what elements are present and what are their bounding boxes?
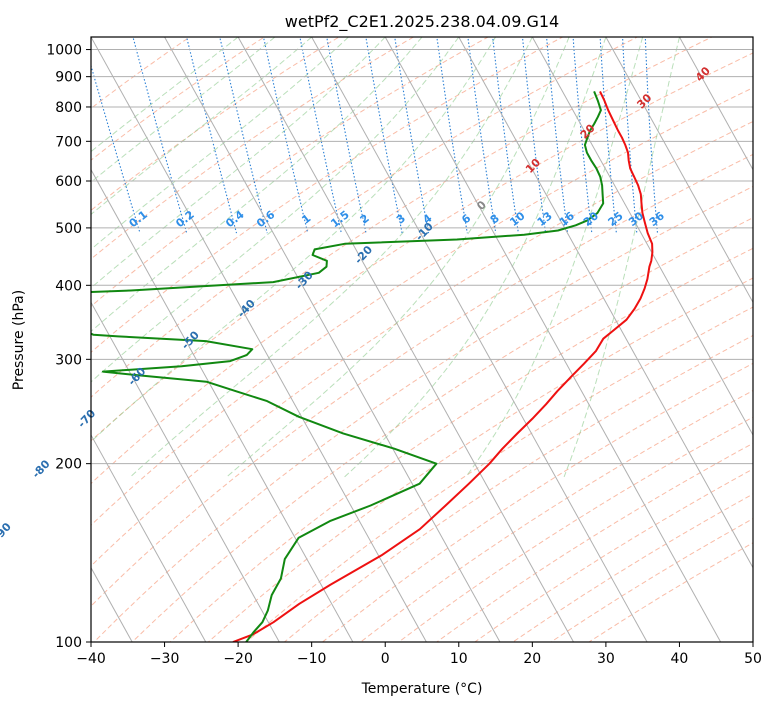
x-tick-label: 0 bbox=[381, 651, 390, 667]
series-lines bbox=[91, 90, 654, 642]
isotherm-line bbox=[237, 37, 574, 642]
plot-frame bbox=[90, 36, 754, 643]
series-dew-point bbox=[91, 91, 605, 642]
y-tick-label: 1000 bbox=[46, 43, 82, 59]
chart-title: wetPf2_C2E1.2025.238.04.09.G14 bbox=[285, 12, 559, 32]
moist-adiabat bbox=[91, 37, 276, 183]
moist-adiabat bbox=[465, 37, 644, 478]
isotherm-line bbox=[311, 37, 648, 642]
y-tick-label: 800 bbox=[55, 100, 82, 116]
y-tick-label: 700 bbox=[55, 134, 82, 150]
series-temperature bbox=[232, 90, 654, 642]
moist-adiabat bbox=[91, 37, 349, 250]
isobar-grid bbox=[91, 49, 753, 642]
dry-adiabat bbox=[322, 362, 753, 642]
isotherm-line bbox=[679, 37, 753, 171]
dry-adiabat bbox=[246, 306, 753, 642]
x-axis: −40 −30 −20 −10 0 10 20 30 40 50 bbox=[76, 642, 762, 667]
isotherm-line bbox=[605, 37, 753, 304]
moist-adiabat bbox=[91, 37, 497, 443]
moist-adiabat bbox=[91, 37, 386, 289]
x-axis-title: Temperature (°C) bbox=[361, 681, 483, 697]
dry-adiabat bbox=[93, 185, 753, 642]
isotherm-line bbox=[91, 37, 427, 642]
y-tick-label: 200 bbox=[55, 457, 82, 473]
isotherm-line bbox=[384, 37, 722, 642]
y-tick-label: 400 bbox=[55, 278, 82, 294]
y-tick-label: 900 bbox=[55, 70, 82, 86]
moist-adiabats bbox=[91, 37, 680, 478]
moist-adiabat bbox=[344, 37, 607, 478]
x-tick-label: 20 bbox=[523, 651, 541, 667]
y-axis-title: Pressure (hPa) bbox=[11, 290, 27, 390]
dry-adiabat bbox=[91, 37, 639, 398]
x-tick-label: 40 bbox=[670, 651, 688, 667]
plot-area bbox=[91, 37, 753, 642]
moist-adiabat bbox=[563, 37, 680, 478]
y-tick-label: 500 bbox=[55, 221, 82, 237]
x-tick-label: 10 bbox=[450, 651, 468, 667]
x-tick-label: 30 bbox=[597, 651, 615, 667]
dry-adiabat bbox=[91, 37, 191, 109]
isotherm-line bbox=[91, 301, 280, 642]
isotherm-line bbox=[91, 433, 207, 642]
isotherm-line bbox=[458, 37, 753, 569]
y-tick-label: 300 bbox=[55, 352, 82, 368]
moist-adiabat bbox=[91, 37, 423, 333]
moist-adiabat bbox=[91, 37, 313, 215]
y-axis: 100 200 300 400 500 600 700 800 900 1000 bbox=[46, 43, 91, 651]
dry-adiabat bbox=[131, 217, 753, 642]
isotherm-line bbox=[164, 37, 501, 642]
x-tick-label: −20 bbox=[223, 651, 253, 667]
x-tick-label: −30 bbox=[150, 651, 180, 667]
x-tick-label: −40 bbox=[76, 651, 106, 667]
moist-adiabat bbox=[91, 37, 460, 383]
x-tick-label: −10 bbox=[297, 651, 327, 667]
x-tick-label: 50 bbox=[744, 651, 762, 667]
y-tick-label: 100 bbox=[55, 635, 82, 651]
y-tick-label: 600 bbox=[55, 174, 82, 190]
moist-adiabat bbox=[130, 37, 533, 478]
plot-background bbox=[91, 37, 753, 642]
